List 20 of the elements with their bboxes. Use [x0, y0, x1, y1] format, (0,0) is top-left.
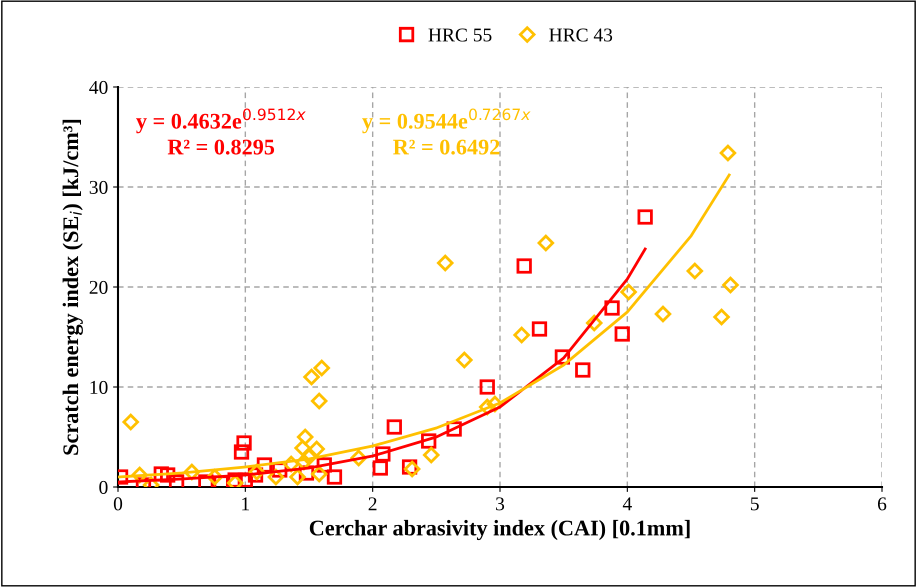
x-tick-label: 2 — [368, 497, 376, 510]
legend-label: HRC 43 — [549, 28, 612, 42]
x-tick-label: 5 — [750, 497, 759, 510]
annotation: R² = 0.6492 — [393, 140, 500, 155]
legend-label: HRC 55 — [428, 28, 492, 42]
x-axis-title: Cerchar abrasivity index (CAI) [0.1mm] — [310, 520, 690, 540]
annotation: R² = 0.8295 — [168, 140, 274, 155]
x-tick-label: 6 — [878, 497, 886, 510]
annotation: y = 0.4632e$^{0.9512x}$ — [136, 108, 306, 134]
annotation: y = 0.9544e$^{0.7267x}$ — [362, 108, 531, 134]
y-tick-label: 0 — [99, 480, 108, 494]
y-tick-label: 10 — [90, 380, 108, 394]
y-tick-label: 30 — [90, 180, 108, 194]
x-tick-label: 1 — [242, 497, 250, 510]
x-tick-label: 0 — [114, 497, 122, 510]
x-tick-label: 3 — [496, 497, 504, 510]
y-axis-title: Scratch energy index (SE$_{i}$) [kJ/cm³] — [62, 120, 83, 455]
y-tick-label: 20 — [90, 280, 108, 294]
x-tick-label: 4 — [622, 497, 632, 510]
y-tick-label: 40 — [89, 80, 108, 94]
